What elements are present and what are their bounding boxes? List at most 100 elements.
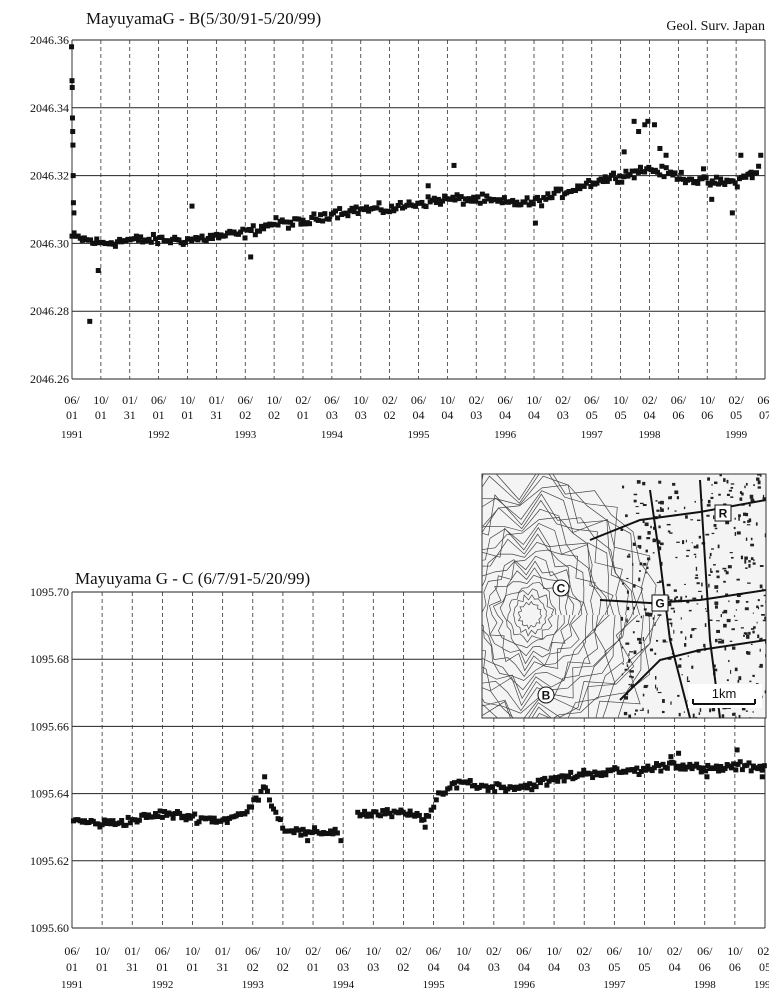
data-point	[167, 240, 173, 246]
x-tick-label-top: 10/	[440, 393, 456, 407]
town-block	[658, 501, 662, 504]
data-point	[532, 220, 538, 226]
data-point	[716, 181, 722, 187]
data-point	[657, 145, 663, 151]
x-tick-label-bottom: 01	[96, 960, 108, 974]
town-block	[686, 676, 689, 681]
data-point	[627, 172, 633, 178]
town-block	[760, 604, 764, 607]
town-block	[654, 652, 657, 655]
x-tick-label-top: 06/	[336, 944, 352, 958]
data-point	[718, 176, 724, 182]
x-tick-label-top: 02/	[382, 393, 398, 407]
town-block	[722, 611, 724, 614]
town-block	[762, 497, 766, 500]
town-block	[624, 696, 629, 700]
contour-line	[482, 508, 622, 718]
town-block	[637, 535, 642, 540]
town-block	[706, 504, 711, 507]
x-tick-label-top: 06/	[757, 393, 769, 407]
town-block	[692, 713, 695, 718]
data-point	[70, 200, 76, 206]
chart-mayuyama-g-b: MayuyamaG - B(5/30/91-5/20/99) Geol. Sur…	[30, 9, 769, 441]
data-point	[384, 807, 390, 813]
town-block	[750, 498, 755, 503]
town-block	[723, 570, 727, 572]
data-point	[131, 236, 137, 242]
x-tick-label-bottom: 03	[367, 960, 379, 974]
town-block	[642, 636, 644, 641]
data-point	[288, 219, 294, 225]
data-point	[663, 165, 669, 171]
data-point	[264, 788, 270, 794]
data-point	[604, 178, 610, 184]
town-block	[727, 565, 732, 569]
town-block	[714, 527, 718, 530]
x-tick-label-top: 01/	[215, 944, 231, 958]
town-block	[668, 602, 672, 607]
town-block	[643, 608, 647, 611]
town-block	[753, 484, 755, 486]
town-block	[709, 708, 712, 713]
town-block	[658, 525, 661, 529]
town-block	[750, 628, 755, 630]
data-point	[69, 115, 75, 121]
town-block	[659, 580, 662, 583]
town-block	[621, 673, 624, 676]
data-point	[651, 122, 657, 128]
data-point	[533, 784, 539, 790]
town-block	[695, 555, 697, 558]
data-point	[207, 232, 213, 238]
data-point	[473, 198, 479, 204]
x-tick-label-top: 06/	[607, 944, 623, 958]
town-block	[753, 626, 756, 629]
data-point	[451, 780, 457, 786]
data-point	[338, 838, 344, 844]
town-block	[714, 585, 719, 589]
town-block	[662, 639, 666, 643]
town-block	[711, 484, 713, 486]
data-point	[501, 195, 507, 201]
town-block	[733, 526, 736, 530]
town-block	[734, 619, 738, 621]
town-block	[739, 497, 743, 501]
town-block	[737, 679, 740, 683]
town-block	[691, 665, 694, 669]
data-point	[150, 814, 156, 820]
town-block	[657, 691, 662, 694]
town-block	[749, 680, 752, 683]
x-tick-label-bottom: 06	[729, 960, 741, 974]
data-point	[325, 830, 331, 836]
data-point	[69, 78, 75, 84]
x-tick-label-bottom: 06	[701, 408, 713, 422]
x-tick-label-bottom: 05	[615, 408, 627, 422]
x-tick-label-bottom: 03	[355, 408, 367, 422]
data-point	[489, 784, 495, 790]
town-block	[745, 512, 749, 517]
town-block	[758, 666, 762, 668]
data-point	[553, 775, 559, 781]
town-block	[631, 676, 634, 679]
data-point	[561, 778, 567, 784]
contour-line	[482, 484, 644, 718]
x-tick-label-top: 10/	[456, 944, 472, 958]
data-point	[101, 817, 107, 823]
year-label: 1994	[332, 979, 355, 991]
data-point	[345, 213, 351, 219]
town-block	[635, 512, 640, 514]
town-block	[763, 594, 766, 597]
x-tick-label-top: 02/	[667, 944, 683, 958]
x-tick-label-bottom: 04	[413, 408, 425, 422]
data-point	[450, 194, 456, 200]
town-block	[743, 632, 747, 635]
town-block	[718, 640, 722, 644]
town-block	[686, 601, 690, 604]
data-point	[71, 230, 77, 236]
data-point	[290, 222, 296, 228]
data-point	[396, 810, 402, 816]
town-block	[698, 535, 701, 539]
x-tick-label-bottom: 01	[95, 408, 107, 422]
x-tick-label-bottom: 05	[586, 408, 598, 422]
town-block	[723, 478, 726, 482]
data-point	[703, 768, 709, 774]
